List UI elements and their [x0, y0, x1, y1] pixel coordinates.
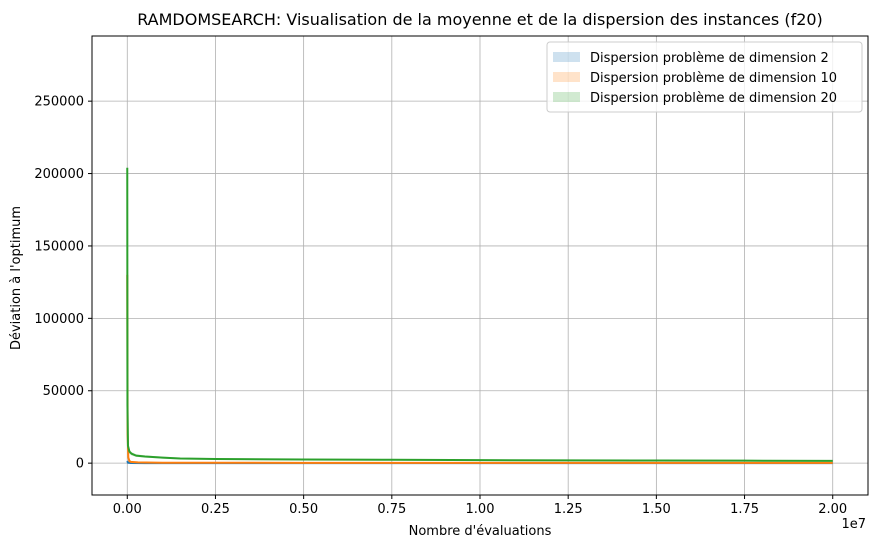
x-axis-title: Nombre d'évaluations — [409, 524, 552, 539]
legend-swatch-2 — [553, 72, 580, 82]
line-layer — [126, 167, 833, 465]
chart-title: RAMDOMSEARCH: Visualisation de la moyenn… — [137, 10, 823, 29]
x-tick-label: 2.00 — [818, 502, 847, 517]
legend-label-3: Dispersion problème de dimension 20 — [590, 91, 837, 106]
y-tick-label: 50000 — [43, 384, 84, 399]
legend: Dispersion problème de dimension 2 Disper… — [546, 41, 863, 113]
y-tick-label: 200000 — [34, 167, 84, 182]
tick-layer: 0.00 0.25 0.50 0.75 1.00 1.25 1.50 1.75 2.00 0 500… — [34, 95, 847, 517]
y-tick-label: 250000 — [34, 95, 84, 110]
y-tick-label: 100000 — [34, 312, 84, 327]
legend-swatch-1 — [553, 52, 580, 62]
x-tick-label: 1.75 — [730, 502, 759, 517]
y-axis-title: Déviation à l'optimum — [9, 206, 24, 350]
x-tick-label: 0.00 — [113, 502, 142, 517]
x-tick-label: 0.25 — [201, 502, 230, 517]
x-tick-label: 1.50 — [642, 502, 671, 517]
series-3-line — [126, 167, 833, 462]
x-tick-label: 0.75 — [377, 502, 406, 517]
x-tick-label: 1.25 — [554, 502, 583, 517]
x-tick-label: 1.00 — [466, 502, 495, 517]
legend-swatch-3 — [553, 92, 580, 102]
legend-box — [546, 41, 863, 113]
x-tick-label: 0.50 — [289, 502, 318, 517]
y-tick-label: 150000 — [34, 239, 84, 254]
legend-label-2: Dispersion problème de dimension 10 — [590, 71, 837, 86]
y-tick-label: 0 — [76, 457, 84, 472]
x-axis-multiplier: 1e7 — [841, 517, 866, 532]
legend-label-1: Dispersion problème de dimension 2 — [590, 51, 829, 66]
